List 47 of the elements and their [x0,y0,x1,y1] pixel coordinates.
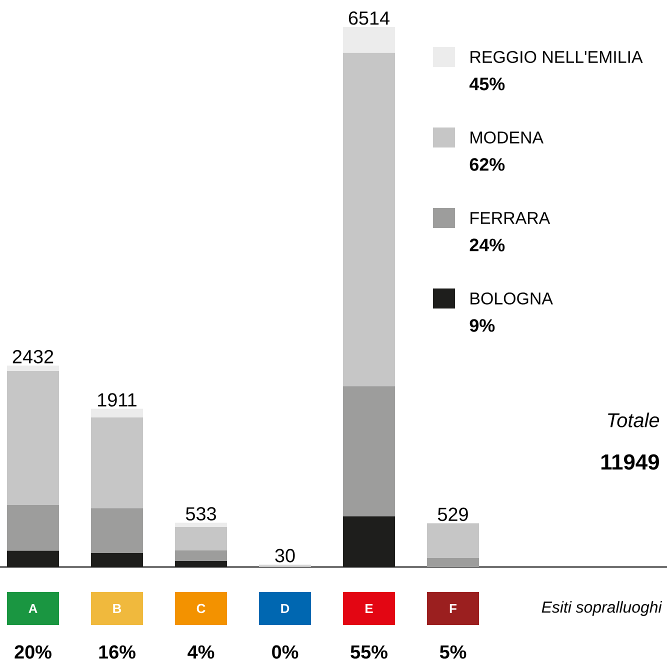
bar [91,417,144,508]
bar [7,366,60,371]
x-tick-label: C [196,604,206,614]
legend-label: BOLOGNA [470,292,553,304]
text: 16% [99,645,136,659]
bar [343,516,396,567]
bar [343,26,396,53]
x-tick-label: A [28,604,38,613]
annotation: 9% [470,319,495,332]
bar [175,550,228,562]
x-tick-label: D [281,604,290,613]
text: 4% [188,645,214,659]
x-tick-label: E [366,604,373,613]
bar [7,504,60,551]
x-axis-title: Esiti sopralluoghi [542,601,662,616]
bar [343,52,396,386]
text: 55% [350,645,388,659]
text: 11949 [601,454,659,470]
text: Totale [608,412,660,428]
annotation: 30 [275,548,295,562]
bar [343,386,396,516]
bar [175,561,228,567]
annotation: 45% [469,78,505,90]
annotation: 24% [470,238,505,252]
bar [175,527,228,550]
x-tick-label: F [450,604,456,613]
text: 0% [272,645,298,659]
bar [7,550,60,567]
x-tick-label: B [113,604,122,613]
annotation: 2432 [12,350,54,364]
bar [427,558,480,567]
annotation: 62% [470,158,505,171]
bar [427,523,480,558]
text: 5% [440,645,466,659]
bar [175,522,228,528]
annotation: 1911 [98,393,136,407]
legend-label: REGGIO NELL'EMILIA [470,50,643,63]
bar [7,370,60,505]
bar [91,408,144,418]
annotation: 533 [186,507,216,521]
text: 20% [14,645,52,659]
annotation: 6514 [348,11,390,25]
bar [91,508,144,553]
annotation: 529 [438,508,468,522]
bar [91,552,144,567]
legend-label: FERRARA [470,212,550,224]
legend-label: MODENA [470,131,544,144]
